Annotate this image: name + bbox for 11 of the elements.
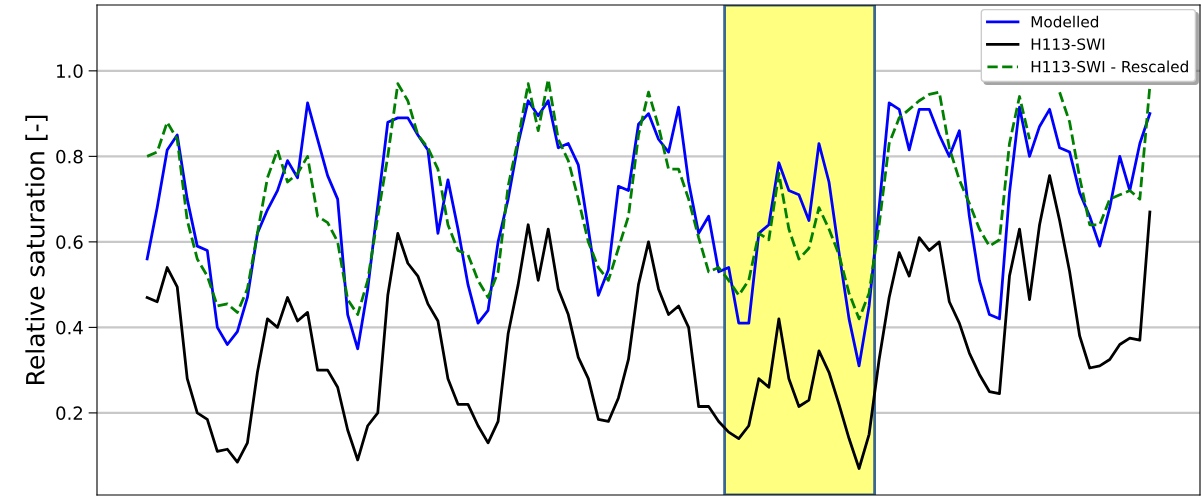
y-axis-title: Relative saturation [-] [25, 115, 48, 384]
y-tick-label: 0.6 [56, 235, 83, 249]
legend-label: Modelled [1031, 15, 1099, 28]
line-series [145, 99, 1152, 368]
line-series [145, 174, 1152, 470]
y-tick-label: 0.8 [56, 149, 83, 164]
legend-label: H113-SWI - Rescaled [1031, 60, 1188, 73]
legend-label: H113-SWI [1031, 38, 1105, 50]
y-tick-label: 0.4 [56, 320, 83, 335]
y-tick-label: 1.0 [57, 64, 83, 78]
y-tick-label: 0.2 [56, 406, 82, 421]
